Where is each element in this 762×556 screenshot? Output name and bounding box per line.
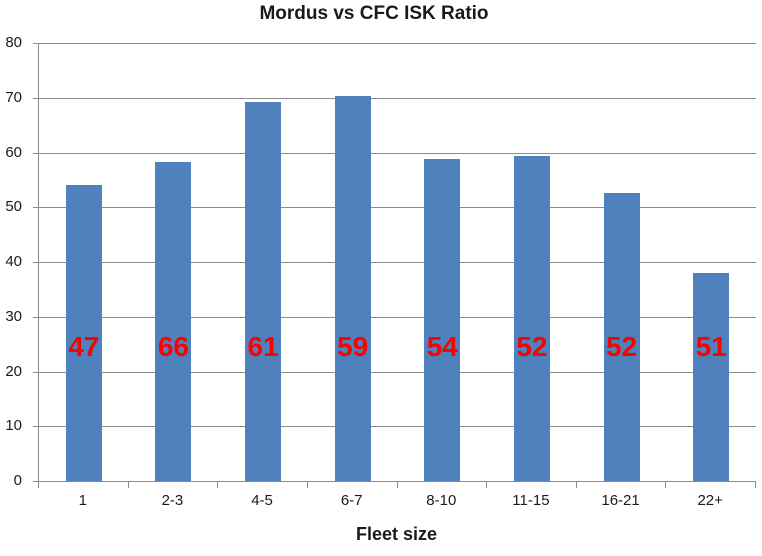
gridline <box>39 43 756 44</box>
y-tick-label: 50 <box>5 198 22 216</box>
gridline <box>39 262 756 263</box>
bar-value-label: 66 <box>157 331 190 362</box>
bar: 61 <box>245 102 282 481</box>
bar-value-label: 51 <box>695 331 727 362</box>
x-tick <box>217 482 218 488</box>
gridline <box>39 426 756 428</box>
bar: 66 <box>155 162 192 481</box>
gridline <box>39 316 756 318</box>
gridline <box>39 371 756 373</box>
y-tick <box>33 372 38 373</box>
x-tick <box>38 482 39 488</box>
y-tick <box>33 98 38 99</box>
y-tick-label: 10 <box>5 417 22 435</box>
x-tick <box>665 482 666 488</box>
x-tick <box>755 482 756 488</box>
y-tick-label: 30 <box>5 307 22 325</box>
x-tick-label: 22+ <box>697 492 723 509</box>
bar-value-label: 59 <box>337 331 369 362</box>
y-tick-label: 70 <box>5 88 22 106</box>
bar-value-label: 52 <box>605 331 638 362</box>
x-tick-label: 8-10 <box>426 492 457 509</box>
bar: 47 <box>65 185 102 481</box>
y-tick <box>33 426 38 427</box>
bar: 59 <box>334 95 371 481</box>
x-axis-labels: 1 2-3 4-5 6-7 8-10 11-15 16-21 22+ <box>38 492 755 512</box>
bar-value-label: 61 <box>247 331 279 362</box>
bar: 51 <box>693 272 730 481</box>
x-tick-label: 4-5 <box>251 492 273 509</box>
x-tick-label: 2-3 <box>161 492 184 509</box>
bar-value-label: 54 <box>426 331 458 362</box>
x-tick <box>486 482 487 488</box>
y-tick-label: 60 <box>5 143 22 161</box>
x-tick-label: 1 <box>78 492 87 509</box>
bar: 54 <box>424 159 461 481</box>
gridline <box>39 152 756 154</box>
y-tick-label: 20 <box>5 362 22 380</box>
y-tick <box>33 481 38 482</box>
chart-title: Mordus vs CFC ISK Ratio <box>259 3 489 24</box>
x-tick-label: 16-21 <box>601 492 640 509</box>
x-tick <box>307 482 308 488</box>
x-tick <box>397 482 398 488</box>
y-tick <box>33 317 38 318</box>
bar-value-label: 47 <box>68 331 100 362</box>
x-tick-label: 11-15 <box>512 492 550 509</box>
bar-value-label: 52 <box>516 331 548 362</box>
y-tick <box>33 153 38 154</box>
plot-area: 47 66 61 59 54 52 52 51 <box>38 43 756 482</box>
bar: 52 <box>603 193 640 481</box>
y-tick-label: 40 <box>5 253 22 270</box>
gridline <box>39 97 756 99</box>
bar: 52 <box>513 155 550 481</box>
x-tick <box>576 482 577 488</box>
y-tick <box>33 207 38 208</box>
x-tick <box>128 482 129 488</box>
y-tick <box>33 43 38 44</box>
x-tick-label: 6-7 <box>340 492 363 509</box>
y-tick-label: 80 <box>5 34 22 51</box>
x-axis-title: Fleet size <box>355 524 438 544</box>
y-tick-label: 0 <box>13 472 22 489</box>
y-axis-labels: 0 10 20 30 40 50 60 70 80 <box>0 34 22 489</box>
y-tick <box>33 262 38 263</box>
gridline <box>39 207 756 209</box>
